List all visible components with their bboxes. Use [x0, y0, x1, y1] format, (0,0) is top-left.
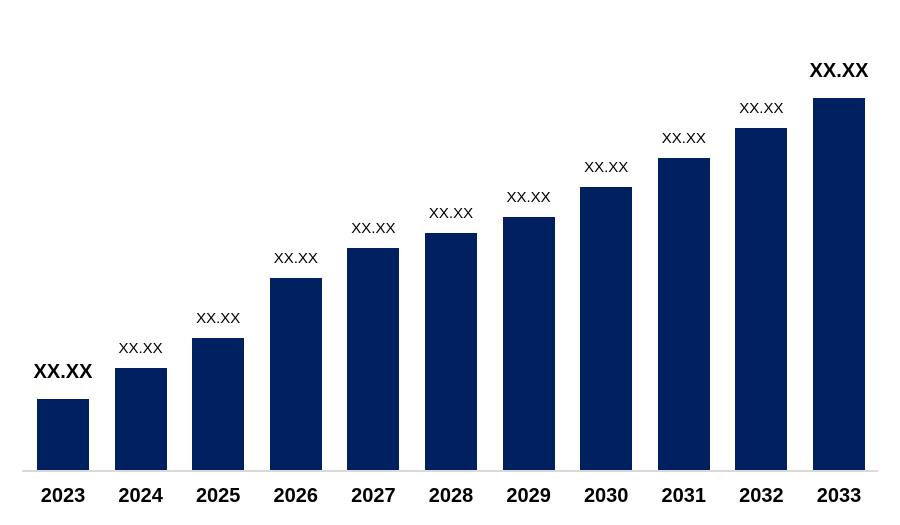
x-axis-line [22, 470, 878, 472]
x-tick-2026: 2026 [273, 485, 319, 507]
value-label-2025: XX.XX [196, 310, 241, 327]
value-label-2027: XX.XX [351, 220, 396, 237]
x-tick-2030: 2030 [583, 485, 629, 507]
value-label-2029: XX.XX [506, 189, 551, 206]
bar-2027 [347, 248, 400, 470]
bar-2025 [192, 338, 245, 470]
bar-2030 [580, 187, 633, 470]
x-tick-2023: 2023 [40, 485, 86, 507]
value-label-2031: XX.XX [661, 130, 706, 147]
value-label-2032: XX.XX [739, 100, 784, 117]
bar-2033 [813, 98, 865, 470]
x-tick-2031: 2031 [661, 485, 707, 507]
x-tick-2024: 2024 [118, 485, 163, 507]
bar-2029 [502, 217, 555, 470]
bar-2031 [657, 158, 710, 470]
value-label-2030: XX.XX [584, 159, 629, 176]
value-label-2028: XX.XX [428, 205, 474, 222]
x-tick-2029: 2029 [506, 485, 551, 507]
x-tick-2028: 2028 [428, 485, 474, 507]
value-label-2023: XX.XX [33, 361, 93, 383]
x-tick-2032: 2032 [739, 485, 784, 507]
bar-2026 [269, 278, 322, 470]
value-label-2033: XX.XX [809, 60, 869, 82]
x-tick-2033: 2033 [816, 485, 862, 507]
x-tick-2027: 2027 [351, 485, 396, 507]
bar-2024 [114, 368, 167, 470]
bar-2028 [425, 233, 477, 470]
value-label-2024: XX.XX [118, 340, 163, 357]
value-label-2026: XX.XX [273, 250, 318, 267]
bar-2032 [735, 128, 788, 470]
x-tick-2025: 2025 [195, 485, 241, 507]
bar-2023 [37, 399, 89, 470]
